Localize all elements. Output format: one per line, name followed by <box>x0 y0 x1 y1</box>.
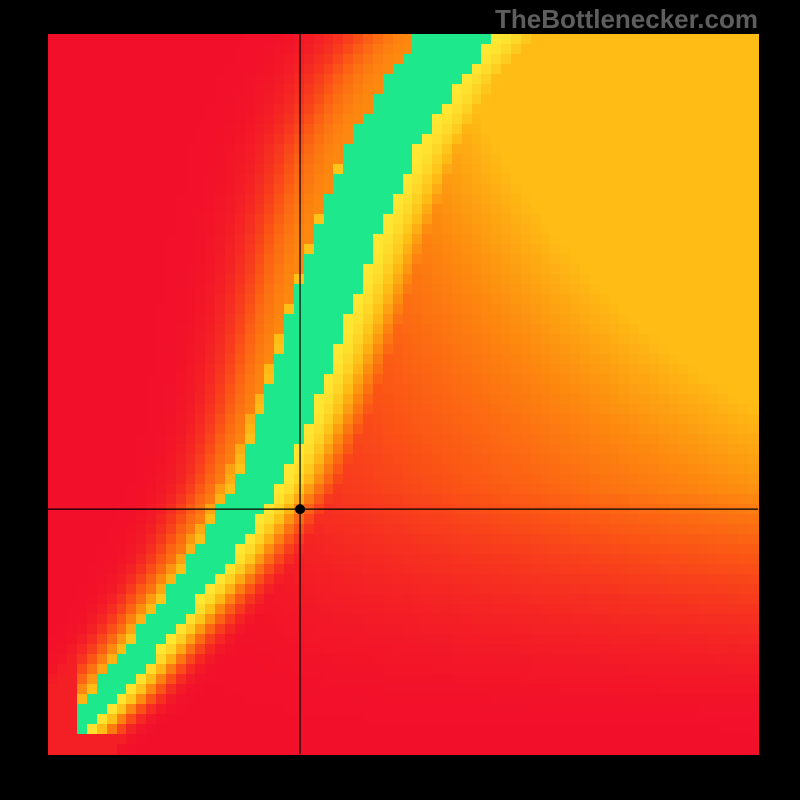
heatmap-canvas <box>0 0 800 800</box>
watermark-text: TheBottlenecker.com <box>495 4 758 34</box>
stage: { "canvas": { "width": 800, "height": 80… <box>0 0 800 800</box>
watermark: TheBottlenecker.com <box>495 4 758 35</box>
